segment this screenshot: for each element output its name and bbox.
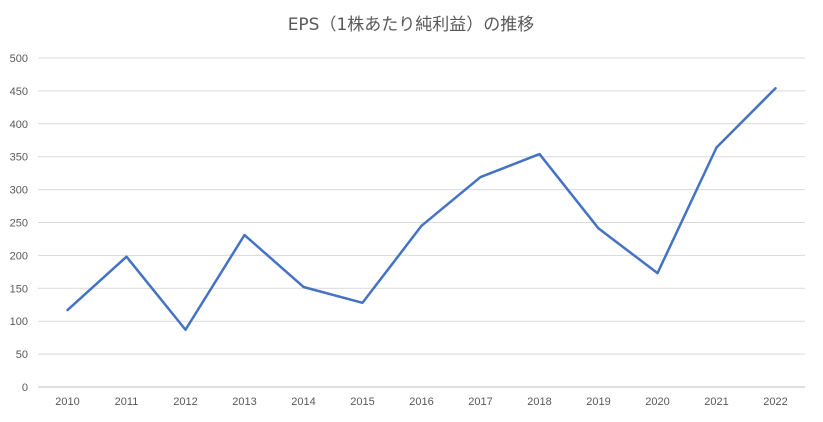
y-tick-label: 150 — [10, 283, 28, 295]
eps-series-line — [68, 88, 776, 329]
x-tick-label: 2022 — [763, 396, 787, 408]
chart-title: EPS（1株あたり純利益）の推移 — [288, 15, 535, 35]
x-tick-label: 2017 — [468, 396, 492, 408]
y-tick-label: 200 — [10, 250, 28, 262]
y-tick-label: 300 — [10, 185, 28, 197]
series-layer — [67, 88, 775, 330]
x-tick-label: 2019 — [586, 396, 610, 408]
x-tick-label: 2018 — [527, 396, 551, 408]
x-tick-label: 2015 — [350, 396, 374, 408]
x-tick-label: 2020 — [645, 396, 669, 408]
y-tick-label: 350 — [10, 152, 28, 164]
y-tick-label: 0 — [22, 382, 28, 394]
y-axis-ticks: 0 50 100 150 200 250 300 350 400 450 500 — [10, 53, 28, 394]
x-tick-label: 2012 — [173, 396, 197, 408]
gridlines — [38, 58, 805, 387]
x-tick-label: 2016 — [409, 396, 433, 408]
y-tick-label: 100 — [10, 316, 28, 328]
x-tick-label: 2014 — [291, 396, 315, 408]
y-tick-label: 500 — [10, 53, 28, 65]
y-tick-label: 250 — [10, 218, 28, 230]
y-tick-label: 450 — [10, 86, 28, 98]
x-tick-label: 2010 — [55, 396, 79, 408]
y-tick-label: 50 — [16, 349, 28, 361]
x-tick-label: 2013 — [232, 396, 256, 408]
x-tick-label: 2011 — [115, 396, 139, 408]
y-tick-label: 400 — [10, 119, 28, 131]
x-tick-label: 2021 — [704, 396, 728, 408]
x-axis-ticks: 2010 2011 2012 2013 2014 2015 2016 2017 2018 2019… — [55, 396, 787, 408]
